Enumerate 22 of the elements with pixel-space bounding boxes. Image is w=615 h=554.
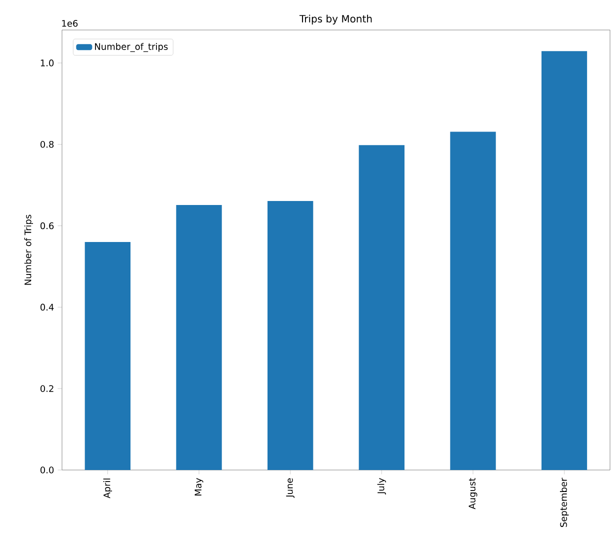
- y-tick-label: 0.2: [40, 385, 54, 392]
- text: 1e6: [62, 20, 78, 27]
- y-tick-label: 0.0: [40, 466, 54, 474]
- bar: [268, 200, 314, 470]
- x-tick-label: April: [103, 478, 112, 498]
- legend-label: Number_of_trips: [95, 42, 168, 52]
- bar: [176, 205, 222, 470]
- y-tick-label: 0.8: [40, 140, 54, 148]
- y-tick-label: 1.0: [40, 60, 54, 66]
- y-axis-title: Number of Trips: [24, 214, 34, 285]
- bar: [542, 51, 588, 470]
- x-tick-label: August: [468, 478, 478, 510]
- bar: [358, 145, 405, 470]
- chart-title: Trips by Month: [299, 14, 372, 24]
- x-tick-label: July: [377, 478, 386, 494]
- y-tick-label: 0.6: [40, 222, 54, 230]
- x-tick-label: September: [560, 478, 569, 527]
- x-tick-label: June: [286, 478, 295, 498]
- x-tick-label: May: [194, 478, 204, 496]
- bar: [84, 242, 130, 470]
- y-tick-label: 0.4: [40, 304, 54, 311]
- bar: [450, 132, 496, 470]
